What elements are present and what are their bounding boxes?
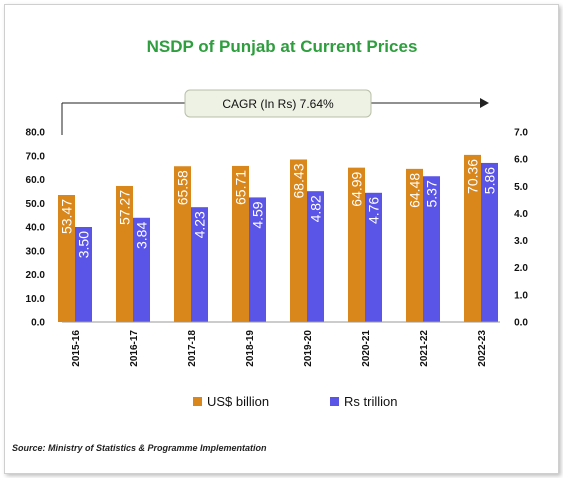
y-left-tick-label: 20.0	[26, 270, 46, 281]
x-category-label: 2022-23	[477, 330, 488, 367]
data-label-rs: 4.76	[366, 197, 382, 224]
bar-rs-trillion	[481, 162, 498, 322]
cagr-annotation: CAGR (In Rs) 7.64%	[61, 89, 489, 135]
data-label-usd: 65.71	[233, 170, 249, 205]
y-left-tick-label: 80.0	[26, 128, 46, 139]
x-category-label: 2017-18	[187, 330, 198, 367]
data-label-usd: 64.99	[349, 171, 365, 206]
bar-usd-billion	[406, 168, 423, 322]
data-label-usd: 64.48	[407, 173, 423, 208]
x-category-label: 2019-20	[303, 330, 314, 367]
legend-swatch-usd	[193, 397, 202, 406]
bar-usd-billion	[58, 195, 75, 322]
y-right-tick-label: 2.0	[514, 263, 528, 274]
bar-usd-billion	[290, 159, 307, 322]
data-label-rs: 5.86	[482, 167, 498, 194]
x-category-label: 2020-21	[361, 330, 372, 367]
bar-series: 53.473.50 57.273.84 65.584.23 65.714.59 68.4…	[58, 154, 498, 322]
cagr-arrowhead-icon	[480, 98, 489, 108]
data-label-rs: 4.82	[308, 195, 324, 222]
y-left-tick-label: 10.0	[26, 294, 46, 305]
y-right-tick-label: 6.0	[514, 155, 528, 166]
bar-rs-trillion	[307, 191, 324, 322]
data-label-usd: 57.27	[117, 190, 133, 225]
legend-label-usd: US$ billion	[207, 394, 269, 409]
y-right-tick-label: 0.0	[514, 318, 528, 329]
data-label-usd: 68.43	[291, 163, 307, 198]
chart-title: NSDP of Punjab at Current Prices	[147, 37, 418, 56]
y-axis-left: 0.0 10.0 20.0 30.0 40.0 50.0 60.0 70.0 80.0	[26, 128, 46, 329]
bar-rs-trillion	[133, 217, 150, 322]
data-label-rs: 3.84	[134, 222, 150, 249]
y-left-tick-label: 0.0	[31, 318, 45, 329]
legend: US$ billion Rs trillion	[193, 394, 397, 409]
cagr-label: CAGR (In Rs) 7.64%	[222, 97, 334, 111]
data-label-usd: 53.47	[59, 199, 75, 234]
y-right-tick-label: 7.0	[514, 128, 528, 139]
bar-rs-trillion	[191, 207, 208, 322]
x-axis-categories: 2015-16 2016-17 2017-18 2018-19 2019-20 2020-…	[71, 330, 488, 367]
x-category-label: 2015-16	[71, 330, 82, 367]
bar-rs-trillion	[423, 176, 440, 322]
y-left-tick-label: 40.0	[26, 223, 46, 234]
data-label-usd: 70.36	[465, 159, 481, 194]
bar-usd-billion	[348, 167, 365, 322]
x-category-label: 2018-19	[245, 330, 256, 367]
x-category-label: 2021-22	[419, 330, 430, 367]
source-note: Source: Ministry of Statistics & Program…	[12, 443, 267, 453]
bar-usd-billion	[464, 154, 481, 322]
y-left-tick-label: 30.0	[26, 246, 46, 257]
y-left-tick-label: 60.0	[26, 175, 46, 186]
y-right-tick-label: 3.0	[514, 236, 528, 247]
y-left-tick-label: 50.0	[26, 199, 46, 210]
data-label-rs: 4.23	[192, 211, 208, 238]
cagr-box	[184, 89, 372, 118]
y-right-tick-label: 1.0	[514, 290, 528, 301]
y-right-tick-label: 5.0	[514, 182, 528, 193]
bar-usd-billion	[116, 185, 133, 322]
legend-label-rs: Rs trillion	[344, 394, 397, 409]
bar-usd-billion	[174, 166, 191, 322]
legend-swatch-rs	[330, 397, 339, 406]
data-label-rs: 3.50	[76, 231, 92, 258]
bar-rs-trillion	[249, 197, 266, 322]
x-category-label: 2016-17	[129, 330, 140, 367]
bar-usd-billion	[232, 165, 249, 322]
data-label-usd: 65.58	[175, 170, 191, 205]
data-label-rs: 4.59	[250, 201, 266, 228]
bar-rs-trillion	[75, 227, 92, 322]
bar-rs-trillion	[365, 192, 382, 322]
y-axis-right: 0.0 1.0 2.0 3.0 4.0 5.0 6.0 7.0	[514, 128, 528, 329]
y-left-tick-label: 70.0	[26, 151, 46, 162]
data-label-rs: 5.37	[424, 180, 440, 207]
y-right-tick-label: 4.0	[514, 209, 528, 220]
